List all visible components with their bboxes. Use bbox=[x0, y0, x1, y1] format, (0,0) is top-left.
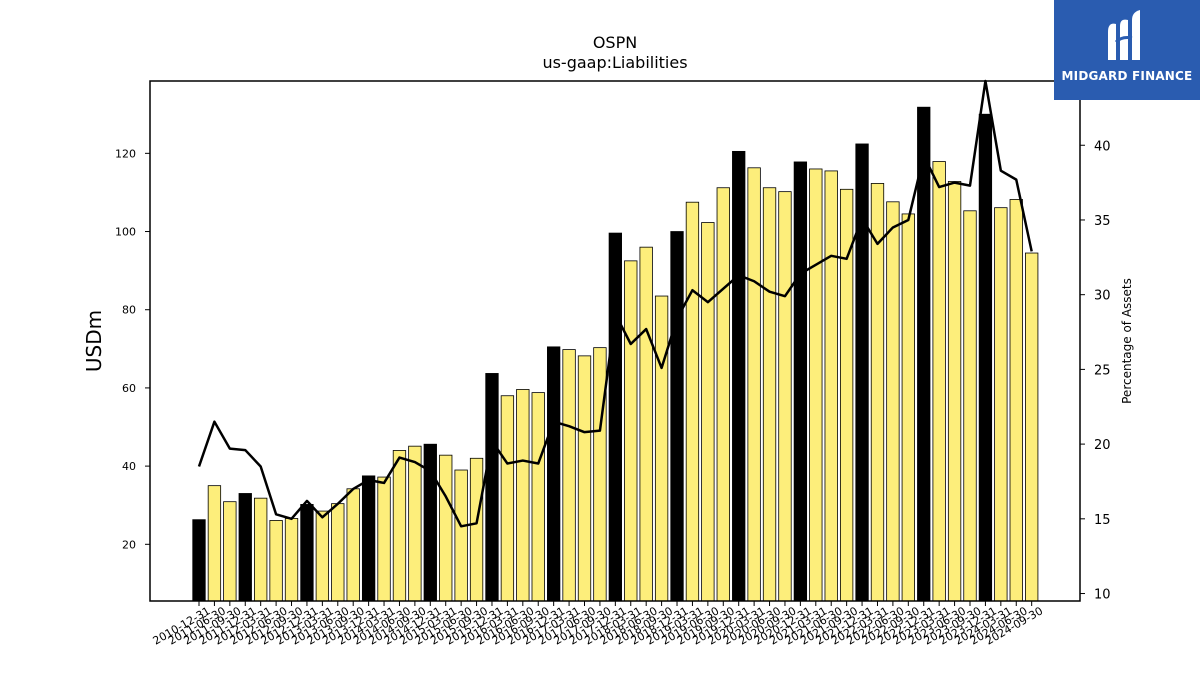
bar-2021-09-30 bbox=[855, 143, 869, 602]
left-tick-label: 40 bbox=[122, 460, 136, 473]
plot-frame bbox=[149, 80, 1081, 602]
bar-2013-06-30 bbox=[346, 488, 360, 602]
right-tick-label: 10 bbox=[1094, 588, 1111, 603]
bar-2010-12-31 bbox=[192, 519, 206, 602]
bar-2023-06-30 bbox=[963, 210, 977, 602]
chart-title: OSPN bbox=[593, 33, 637, 52]
bar-2014-06-30 bbox=[408, 445, 422, 602]
bar-2019-03-31 bbox=[701, 222, 715, 602]
bar-2011-03-31 bbox=[207, 485, 222, 602]
bar-2017-09-30 bbox=[608, 232, 622, 602]
left-tick-label: 20 bbox=[122, 538, 136, 551]
y-axis-label: USDm bbox=[82, 310, 106, 372]
bar-2021-12-31 bbox=[870, 183, 885, 602]
left-axis-ticks: 20 40 60 80 100 120 bbox=[115, 147, 150, 551]
bar-2013-09-30 bbox=[361, 475, 376, 602]
bar-2016-06-30 bbox=[531, 392, 545, 602]
bar-2020-09-30 bbox=[793, 161, 808, 602]
bar-2013-03-31 bbox=[331, 503, 345, 602]
bar-2019-06-30 bbox=[716, 187, 730, 602]
chart-subtitle: us-gaap:Liabilities bbox=[542, 53, 687, 72]
bar-2020-06-30 bbox=[778, 191, 792, 602]
right-axis-ticks: 10 15 20 25 30 35 40 bbox=[1080, 139, 1111, 603]
bar-2018-03-31 bbox=[639, 246, 653, 602]
bar-2022-12-31 bbox=[932, 161, 946, 602]
logo-text: MIDGARD FINANCE bbox=[1061, 69, 1193, 83]
bar-2024-06-30 bbox=[1025, 252, 1039, 602]
bar-2021-03-31 bbox=[824, 170, 838, 602]
bar-2020-03-31 bbox=[762, 187, 777, 602]
bar-2020-12-31 bbox=[809, 168, 823, 602]
bar-2023-03-31 bbox=[947, 181, 962, 602]
right-tick-label: 35 bbox=[1094, 214, 1111, 229]
bar-2011-09-30 bbox=[238, 493, 252, 602]
bar-2014-03-31 bbox=[392, 450, 407, 602]
bar-2012-09-30 bbox=[300, 504, 314, 602]
right-tick-label: 20 bbox=[1094, 438, 1111, 453]
left-tick-label: 80 bbox=[122, 304, 136, 317]
y-axis-right-label: Percentage of Assets bbox=[1120, 278, 1134, 404]
bar-2017-12-31 bbox=[624, 260, 638, 602]
bar-2023-09-30 bbox=[978, 113, 993, 602]
bar-2014-12-31 bbox=[439, 454, 453, 602]
midgard-finance-logo: MIDGARD FINANCE bbox=[1054, 0, 1200, 100]
midgard-mark-icon bbox=[1108, 10, 1140, 61]
bar-2016-12-31 bbox=[562, 349, 576, 602]
bar-2017-03-31 bbox=[577, 355, 592, 602]
bar-2022-03-31 bbox=[886, 201, 900, 602]
bar-2024-03-31 bbox=[1009, 199, 1023, 602]
bars-group bbox=[192, 106, 1039, 602]
bar-2015-03-31 bbox=[454, 469, 468, 602]
bar-2017-06-30 bbox=[593, 347, 607, 602]
bar-2015-06-30 bbox=[469, 457, 484, 602]
bar-2012-03-31 bbox=[269, 520, 283, 602]
bar-2018-09-30 bbox=[670, 231, 684, 602]
left-tick-label: 60 bbox=[122, 382, 136, 395]
bar-2019-09-30 bbox=[732, 150, 746, 602]
bar-2012-06-30 bbox=[284, 518, 299, 602]
left-tick-label: 100 bbox=[115, 226, 136, 239]
bar-2011-06-30 bbox=[223, 501, 237, 602]
bar-2019-12-31 bbox=[747, 167, 761, 602]
bar-2015-09-30 bbox=[485, 373, 499, 602]
left-tick-label: 120 bbox=[115, 147, 136, 160]
bar-2013-12-31 bbox=[377, 476, 391, 602]
right-tick-label: 25 bbox=[1094, 363, 1111, 378]
bar-2022-09-30 bbox=[917, 106, 931, 602]
bar-2023-12-31 bbox=[994, 207, 1008, 602]
bar-2016-03-31 bbox=[516, 389, 530, 602]
bar-2021-06-30 bbox=[839, 188, 854, 602]
right-tick-label: 40 bbox=[1094, 139, 1111, 154]
bar-2018-12-31 bbox=[685, 201, 700, 602]
bar-2016-09-30 bbox=[547, 346, 561, 602]
x-axis-ticks: 2010-12-312011-06-302011-09-302011-12-31… bbox=[151, 601, 1045, 648]
bar-2018-06-30 bbox=[654, 295, 669, 602]
percentage-of-assets-line bbox=[197, 79, 1033, 528]
bar-2012-12-31 bbox=[315, 510, 330, 602]
right-tick-label: 15 bbox=[1094, 513, 1111, 528]
bar-2011-12-31 bbox=[254, 497, 268, 602]
right-tick-label: 30 bbox=[1094, 289, 1111, 304]
bar-2015-12-31 bbox=[500, 395, 515, 602]
bar-2022-06-30 bbox=[901, 213, 915, 602]
